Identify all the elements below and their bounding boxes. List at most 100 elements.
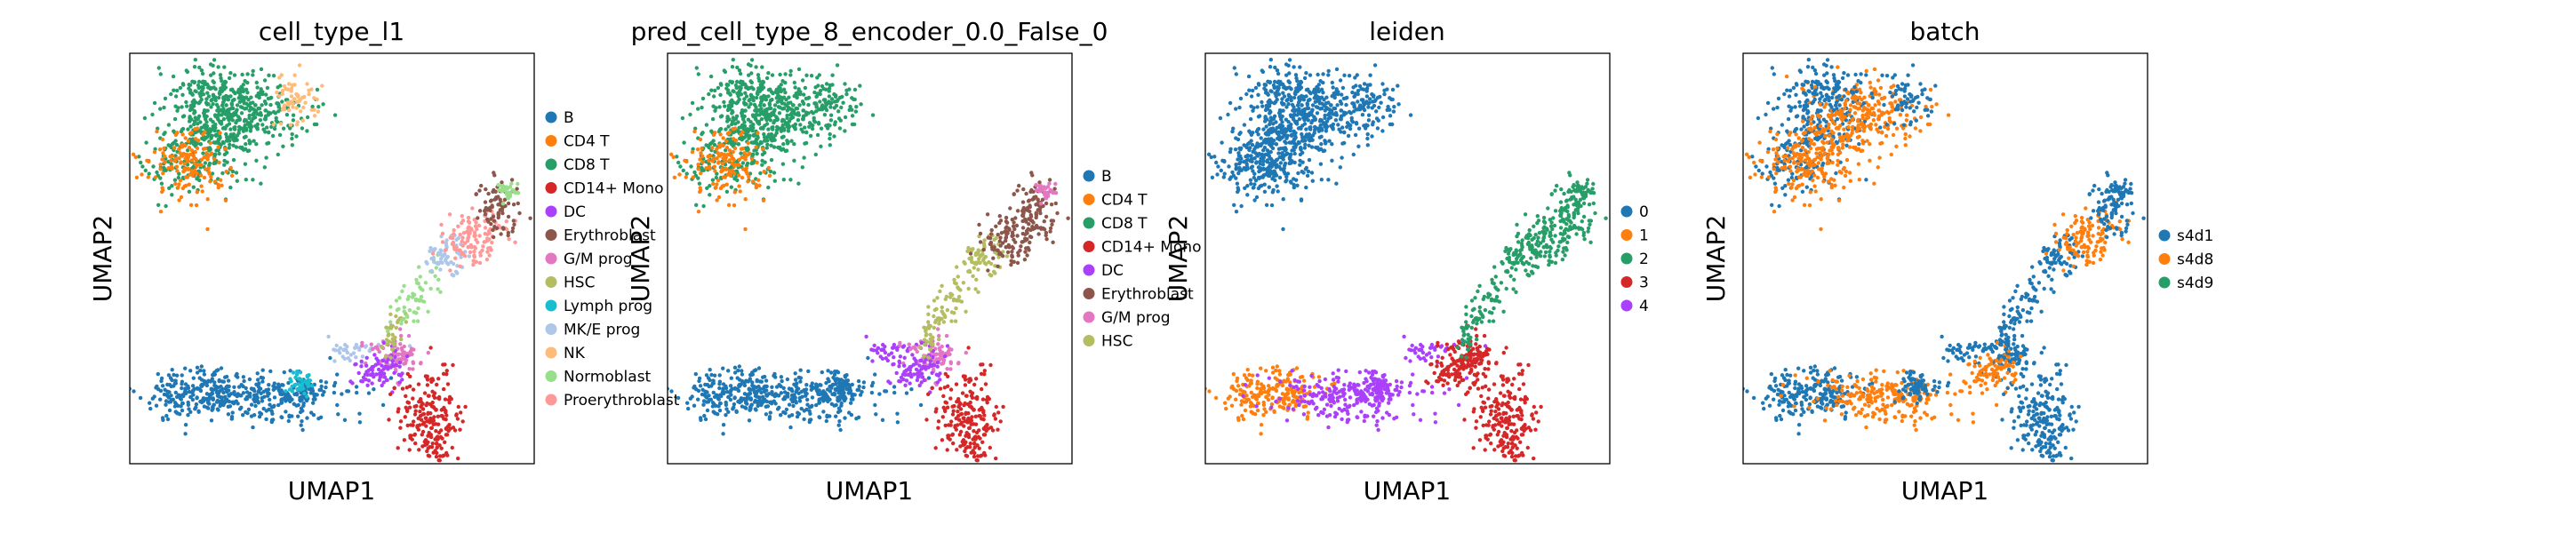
data-point xyxy=(420,422,426,426)
data-point xyxy=(160,137,165,142)
data-point xyxy=(749,140,754,145)
data-point xyxy=(754,112,759,117)
data-point xyxy=(324,385,328,390)
data-point xyxy=(1028,240,1032,245)
data-point xyxy=(235,133,240,138)
data-point xyxy=(721,389,725,394)
data-point xyxy=(926,326,932,330)
data-point xyxy=(254,158,259,163)
data-point xyxy=(406,333,412,338)
data-point xyxy=(1228,100,1233,106)
data-point xyxy=(764,146,769,150)
data-point xyxy=(445,425,450,429)
data-point xyxy=(732,163,737,168)
data-point xyxy=(757,395,763,400)
data-point xyxy=(732,146,738,151)
data-point xyxy=(340,392,344,396)
data-point xyxy=(219,366,224,370)
data-point xyxy=(183,423,188,427)
data-point xyxy=(797,103,802,107)
data-point xyxy=(813,85,818,90)
data-point xyxy=(821,410,826,414)
data-point xyxy=(446,262,451,266)
data-point xyxy=(167,383,172,387)
data-point xyxy=(235,103,240,107)
data-point xyxy=(993,417,998,421)
data-point xyxy=(256,389,260,394)
data-point xyxy=(1298,65,1302,69)
data-point xyxy=(817,73,821,77)
data-point xyxy=(718,92,723,97)
data-point xyxy=(219,76,223,81)
data-point xyxy=(764,378,769,383)
data-point xyxy=(454,247,459,252)
data-point xyxy=(244,87,249,91)
data-point xyxy=(1257,114,1262,118)
data-point xyxy=(207,148,212,153)
data-point xyxy=(998,243,1003,248)
data-point xyxy=(234,121,238,125)
data-point xyxy=(221,107,226,111)
data-point xyxy=(740,396,745,401)
legend-marker xyxy=(545,299,557,312)
data-point xyxy=(466,245,471,250)
data-point xyxy=(1247,88,1252,92)
data-point xyxy=(897,378,901,384)
data-point xyxy=(964,410,968,415)
data-point xyxy=(980,386,984,392)
data-point xyxy=(189,107,195,111)
data-point xyxy=(943,371,948,377)
data-point xyxy=(965,402,971,407)
data-point xyxy=(227,117,231,123)
data-point xyxy=(180,105,184,109)
data-point xyxy=(737,84,742,90)
data-point xyxy=(428,249,432,253)
data-point xyxy=(442,417,446,421)
data-point xyxy=(764,412,769,417)
data-point xyxy=(241,375,246,379)
data-point xyxy=(750,383,755,388)
data-point xyxy=(265,85,270,91)
data-point xyxy=(1044,237,1049,242)
data-point xyxy=(982,372,987,377)
data-point xyxy=(431,422,436,426)
data-point xyxy=(877,392,882,396)
data-point xyxy=(714,175,718,180)
data-point xyxy=(1020,212,1026,217)
data-point xyxy=(1212,155,1217,159)
legend-marker xyxy=(1083,311,1095,323)
data-point xyxy=(484,258,490,262)
data-point xyxy=(737,157,741,162)
data-point xyxy=(818,91,822,97)
data-point xyxy=(427,431,431,435)
data-point xyxy=(708,193,712,197)
data-point xyxy=(182,162,187,166)
data-point xyxy=(721,423,726,427)
data-point xyxy=(732,190,737,195)
data-point xyxy=(1029,187,1034,193)
data-point xyxy=(740,372,745,377)
data-point xyxy=(828,136,832,141)
data-point xyxy=(793,378,798,382)
data-point xyxy=(449,396,453,402)
data-point xyxy=(757,89,762,93)
data-point xyxy=(216,185,220,190)
data-point xyxy=(511,203,516,207)
data-point xyxy=(381,358,386,363)
data-point xyxy=(919,380,924,385)
data-point xyxy=(415,319,420,323)
data-point xyxy=(800,78,805,83)
data-point xyxy=(183,389,188,394)
data-point xyxy=(936,373,941,378)
data-point xyxy=(273,111,277,115)
data-point xyxy=(156,66,161,70)
data-point xyxy=(320,84,324,88)
data-point xyxy=(1015,260,1020,266)
data-point xyxy=(436,430,442,435)
data-point xyxy=(366,391,372,395)
data-point xyxy=(988,240,994,245)
data-point xyxy=(987,259,991,265)
data-point xyxy=(950,412,956,417)
data-point xyxy=(162,131,166,137)
data-point xyxy=(420,433,424,437)
